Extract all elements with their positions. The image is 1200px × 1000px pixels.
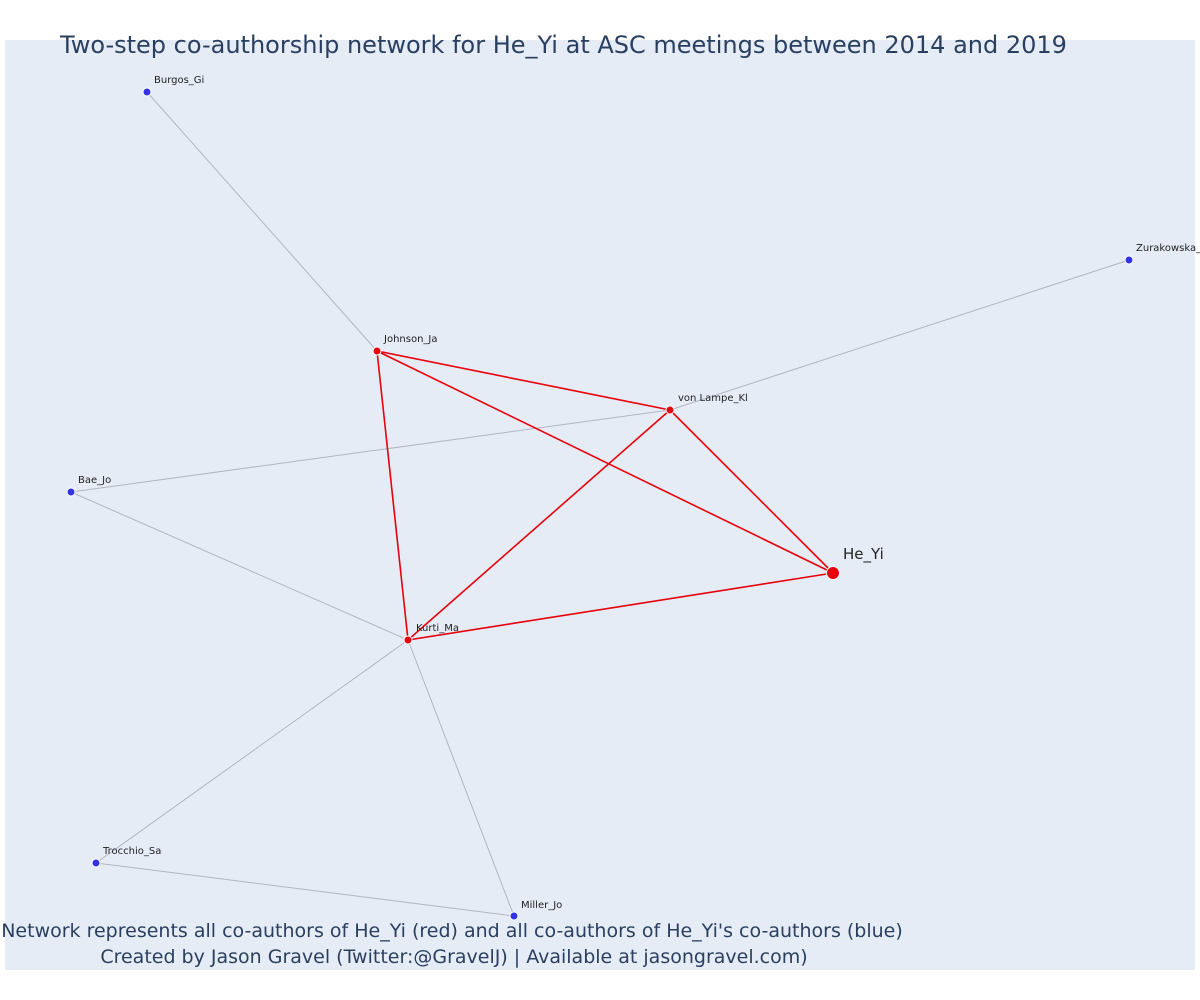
edge-He_Yi-Johnson_Ja [376,350,834,574]
edge-Kurti_Ma-Bae_Jo [70,491,409,641]
caption-line-2: Created by Jason Gravel (Twitter:@Gravel… [100,946,807,968]
caption-line-1: Network represents all co-authors of He_… [1,920,903,942]
node-label-Johnson_Ja: Johnson_Ja [383,334,438,345]
node-Kurti_Ma[interactable] [403,635,413,645]
node-label-Zurakowska: Zurakowska_ [1136,243,1200,254]
node-label-Kurti_Ma: Kurti_Ma [416,623,459,634]
edge-Johnson_Ja-von_Lampe_Kl [376,350,671,411]
edge-Kurti_Ma-Trocchio_Sa [95,639,409,864]
edge-von_Lampe_Kl-Zurakowska [669,259,1130,411]
node-He_Yi[interactable] [826,566,840,580]
node-Zurakowska[interactable] [1124,255,1134,265]
node-Burgos_Gi[interactable] [142,87,152,97]
node-label-Miller_Jo: Miller_Jo [521,900,562,911]
node-label-Bae_Jo: Bae_Jo [78,475,111,486]
edge-Kurti_Ma-Miller_Jo [407,639,515,917]
edge-Trocchio_Sa-Miller_Jo [95,862,515,917]
node-label-Trocchio_Sa: Trocchio_Sa [102,846,161,857]
plot-background [5,40,1195,970]
node-Miller_Jo[interactable] [509,911,519,921]
node-Johnson_Ja[interactable] [372,346,382,356]
node-Bae_Jo[interactable] [66,487,76,497]
edge-von_Lampe_Kl-Bae_Jo [70,409,671,493]
edge-Johnson_Ja-Kurti_Ma [376,350,409,641]
edge-von_Lampe_Kl-Kurti_Ma [407,409,671,641]
node-von_Lampe_Kl[interactable] [665,405,675,415]
nodes-layer [66,87,1134,921]
figure-title: Two-step co-authorship network for He_Yi… [59,31,1067,59]
edge-He_Yi-von_Lampe_Kl [669,409,834,574]
node-label-He_Yi: He_Yi [843,545,884,564]
node-Trocchio_Sa[interactable] [91,858,101,868]
node-label-Burgos_Gi: Burgos_Gi [154,75,204,86]
edge-Johnson_Ja-Burgos_Gi [146,91,378,352]
edge-He_Yi-Kurti_Ma [407,572,834,641]
edges-layer [70,91,1130,917]
node-label-von_Lampe_Kl: von Lampe_Kl [678,393,748,404]
